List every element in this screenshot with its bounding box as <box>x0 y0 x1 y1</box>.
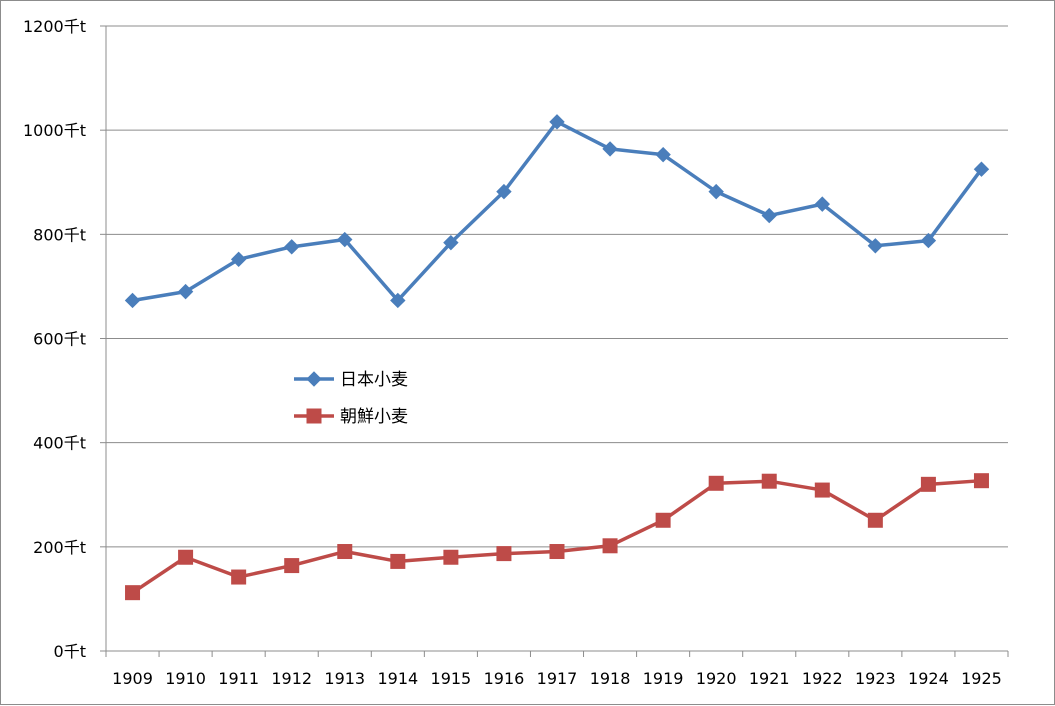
x-tick-label-1924: 1924 <box>908 669 949 688</box>
series-line-1 <box>131 478 982 595</box>
data-point-0-1911 <box>230 251 247 268</box>
legend-item-0: 日本小麦 <box>294 370 408 390</box>
x-tick-label-1920: 1920 <box>696 669 737 688</box>
data-point-0-1915 <box>443 234 459 251</box>
data-point-0-1916 <box>496 183 512 200</box>
gridlines <box>106 25 1008 548</box>
data-point-0-1924 <box>920 232 937 249</box>
data-point-0-1913 <box>337 231 353 248</box>
x-tick-label-1911: 1911 <box>218 669 259 688</box>
x-tick-label-1913: 1913 <box>324 669 365 688</box>
x-tick-label-1922: 1922 <box>802 669 843 688</box>
data-point-1-1912 <box>284 558 300 574</box>
x-tick-label-1917: 1917 <box>537 669 578 688</box>
data-point-1-1911 <box>231 569 247 585</box>
legend-marker-1 <box>306 408 322 424</box>
legend-label-0: 日本小麦 <box>340 370 408 390</box>
data-point-1-1913 <box>337 544 353 560</box>
data-point-1-1923 <box>867 512 883 528</box>
x-tick-label-1915: 1915 <box>431 669 472 688</box>
data-point-0-1914 <box>390 292 406 309</box>
x-tick-label-1925: 1925 <box>961 669 1002 688</box>
x-tick-label-1909: 1909 <box>112 669 153 688</box>
axes <box>100 25 1009 657</box>
data-point-1-1909 <box>125 585 141 601</box>
data-point-0-1921 <box>761 207 777 224</box>
series-layer <box>124 114 990 601</box>
x-tick-label-1916: 1916 <box>484 669 525 688</box>
x-tick-label-1921: 1921 <box>749 669 790 688</box>
data-point-1-1918 <box>602 538 618 554</box>
data-point-1-1924 <box>920 476 936 492</box>
y-axis-tick-labels: 0千t 200千t 400千t 600千t 800千t 1000千t 1200千t <box>23 17 86 661</box>
data-point-0-1919 <box>655 146 671 163</box>
legend-label-1: 朝鮮小麦 <box>340 407 408 427</box>
y-tick-label-5: 1000千t <box>23 121 86 140</box>
series-0 <box>124 114 990 309</box>
data-point-1-1925 <box>973 473 989 489</box>
y-tick-label-6: 1200千t <box>23 17 86 36</box>
data-point-1-1916 <box>496 546 512 562</box>
data-point-0-1920 <box>708 183 724 200</box>
data-point-0-1909 <box>124 292 141 309</box>
series-1 <box>125 473 989 601</box>
legend-marker-0 <box>306 371 322 387</box>
y-tick-label-1: 200千t <box>33 538 86 557</box>
data-point-1-1919 <box>655 512 671 528</box>
data-point-0-1912 <box>283 239 300 255</box>
data-point-0-1918 <box>602 141 618 157</box>
data-point-0-1917 <box>549 114 565 130</box>
data-point-1-1914 <box>390 553 406 569</box>
data-point-1-1910 <box>178 549 194 565</box>
series-line-0 <box>132 120 983 303</box>
x-tick-label-1918: 1918 <box>590 669 631 688</box>
data-point-0-1923 <box>867 238 884 254</box>
data-point-0-1925 <box>973 161 990 177</box>
data-point-1-1917 <box>549 544 565 560</box>
x-axis-tick-labels: 1909 1910 1911 1912 1913 1914 1915 1916 1917 1918… <box>112 669 1002 688</box>
data-point-1-1915 <box>443 549 459 565</box>
y-tick-label-0: 0千t <box>54 642 86 661</box>
y-tick-label-2: 400千t <box>33 434 86 453</box>
y-tick-label-4: 800千t <box>33 225 86 244</box>
data-point-1-1922 <box>814 482 830 498</box>
x-tick-label-1912: 1912 <box>271 669 312 688</box>
legend-item-1: 朝鮮小麦 <box>294 407 408 427</box>
data-point-0-1922 <box>814 196 831 212</box>
data-point-0-1910 <box>177 283 194 300</box>
x-tick-label-1910: 1910 <box>165 669 206 688</box>
y-tick-label-3: 600千t <box>33 330 86 349</box>
x-tick-label-1923: 1923 <box>855 669 896 688</box>
x-tick-label-1914: 1914 <box>377 669 418 688</box>
data-point-1-1920 <box>708 475 724 491</box>
data-point-1-1921 <box>761 473 777 489</box>
x-tick-label-1919: 1919 <box>643 669 684 688</box>
